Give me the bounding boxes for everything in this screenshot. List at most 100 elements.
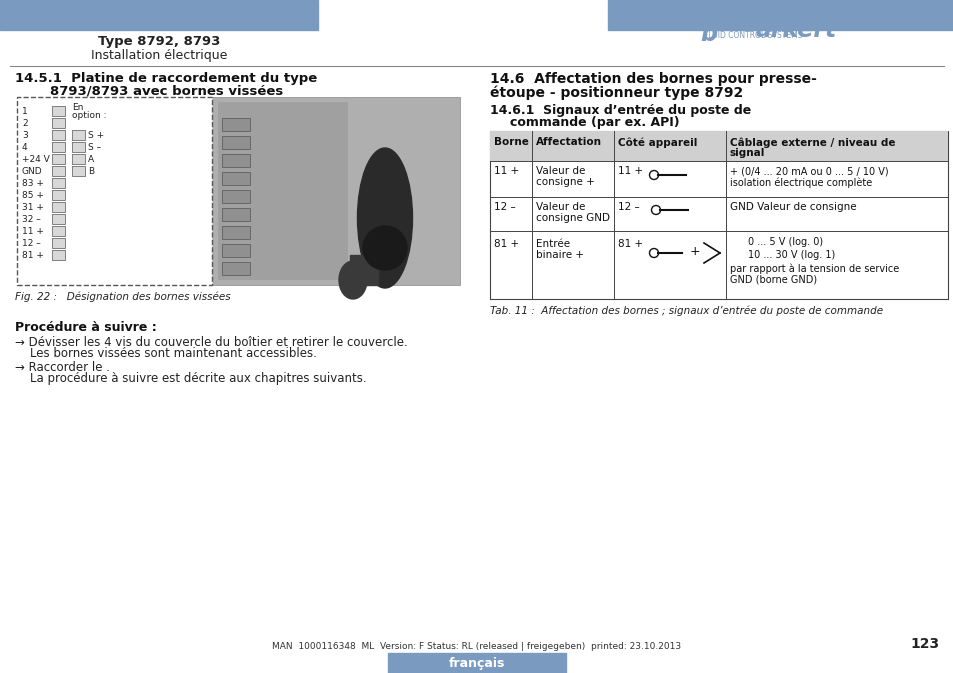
Bar <box>71 142 85 152</box>
Text: La procédure à suivre est décrite aux chapitres suivants.: La procédure à suivre est décrite aux ch… <box>15 372 366 385</box>
Text: Valeur de: Valeur de <box>536 166 585 176</box>
Text: Installation électrique: Installation électrique <box>91 49 227 62</box>
Bar <box>52 178 65 188</box>
Text: consigne +: consigne + <box>536 177 594 187</box>
Text: 1: 1 <box>22 106 28 116</box>
Text: binaire +: binaire + <box>536 250 583 260</box>
Text: 81 +: 81 + <box>494 239 518 249</box>
Text: b: b <box>700 22 716 46</box>
Text: option :: option : <box>71 110 107 120</box>
Bar <box>222 172 250 185</box>
Text: → Raccorder le .: → Raccorder le . <box>15 361 110 374</box>
Text: Câblage externe / niveau de: Câblage externe / niveau de <box>729 137 895 147</box>
Text: Borne: Borne <box>494 137 528 147</box>
Bar <box>222 118 250 131</box>
Ellipse shape <box>338 261 367 299</box>
Text: Affectation: Affectation <box>536 137 601 147</box>
Text: 14.5.1  Platine de raccordement du type: 14.5.1 Platine de raccordement du type <box>15 72 317 85</box>
Text: 11 +: 11 + <box>22 227 44 236</box>
Bar <box>490 131 947 161</box>
Bar <box>222 244 250 257</box>
Text: 12 –: 12 – <box>618 202 639 212</box>
Text: FLUID CONTROL SYSTEMS: FLUID CONTROL SYSTEMS <box>703 31 801 40</box>
Text: commande (par ex. API): commande (par ex. API) <box>510 116 679 129</box>
Text: 123: 123 <box>910 637 939 651</box>
Bar <box>71 166 85 176</box>
Text: Côté appareil: Côté appareil <box>618 137 697 147</box>
Text: 83 +: 83 + <box>22 178 44 188</box>
Bar <box>222 154 250 167</box>
Bar <box>52 154 65 164</box>
Text: Procédure à suivre :: Procédure à suivre : <box>15 321 156 334</box>
Text: B: B <box>88 166 94 176</box>
Bar <box>222 208 250 221</box>
Text: GND: GND <box>22 166 43 176</box>
Bar <box>52 118 65 128</box>
Text: 14.6.1  Signaux d’entrée du poste de: 14.6.1 Signaux d’entrée du poste de <box>490 104 750 117</box>
Bar <box>212 97 459 285</box>
Text: 4: 4 <box>22 143 28 151</box>
Bar <box>17 97 212 285</box>
Text: 14.6  Affectation des bornes pour presse-: 14.6 Affectation des bornes pour presse- <box>490 72 816 86</box>
Bar <box>52 226 65 236</box>
Text: étoupe - positionneur type 8792: étoupe - positionneur type 8792 <box>490 86 742 100</box>
Text: 31 +: 31 + <box>22 203 44 211</box>
Bar <box>711 14 720 18</box>
Ellipse shape <box>363 226 407 270</box>
Text: 85 +: 85 + <box>22 190 44 199</box>
Bar <box>71 154 85 164</box>
Circle shape <box>649 248 658 258</box>
Text: 11 +: 11 + <box>494 166 518 176</box>
Text: GND Valeur de consigne: GND Valeur de consigne <box>729 202 856 212</box>
Bar <box>52 166 65 176</box>
Text: → Dévisser les 4 vis du couvercle du boîtier et retirer le couvercle.: → Dévisser les 4 vis du couvercle du boî… <box>15 336 407 349</box>
Bar <box>52 202 65 212</box>
Bar <box>52 106 65 116</box>
Text: Tab. 11 :  Affectation des bornes ; signaux d’entrée du poste de commande: Tab. 11 : Affectation des bornes ; signa… <box>490 305 882 316</box>
Bar <box>0 0 317 30</box>
Bar <box>735 14 743 18</box>
Bar <box>222 190 250 203</box>
Text: A: A <box>88 155 94 164</box>
Bar <box>52 250 65 260</box>
Circle shape <box>649 170 658 180</box>
Text: français: français <box>448 656 505 670</box>
Text: GND (borne GND): GND (borne GND) <box>729 275 817 285</box>
Text: 81 +: 81 + <box>22 250 44 260</box>
Text: S –: S – <box>88 143 101 151</box>
Bar <box>52 130 65 140</box>
Text: 8793/8793 avec bornes vissées: 8793/8793 avec bornes vissées <box>50 85 283 98</box>
Text: +: + <box>689 245 700 258</box>
Text: signal: signal <box>729 148 764 158</box>
Text: ürkert: ürkert <box>754 18 837 42</box>
Ellipse shape <box>357 148 412 288</box>
Bar <box>222 136 250 149</box>
Text: Entrée: Entrée <box>536 239 570 249</box>
Text: +24 V: +24 V <box>22 155 50 164</box>
Text: 11 +: 11 + <box>618 166 642 176</box>
Text: par rapport à la tension de service: par rapport à la tension de service <box>729 264 899 275</box>
Text: Les bornes vissées sont maintenant accessibles.: Les bornes vissées sont maintenant acces… <box>15 347 316 360</box>
Bar <box>222 262 250 275</box>
Bar <box>222 226 250 239</box>
Text: 0 ... 5 V (log. 0): 0 ... 5 V (log. 0) <box>747 237 822 247</box>
Text: 12 –: 12 – <box>22 238 41 248</box>
Bar <box>71 130 85 140</box>
Text: Fig. 22 :   Désignation des bornes vissées: Fig. 22 : Désignation des bornes vissées <box>15 291 231 302</box>
Text: Valeur de: Valeur de <box>536 202 585 212</box>
Bar <box>350 255 377 285</box>
Text: 10 ... 30 V (log. 1): 10 ... 30 V (log. 1) <box>747 250 835 260</box>
Text: MAN  1000116348  ML  Version: F Status: RL (released | freigegeben)  printed: 23: MAN 1000116348 ML Version: F Status: RL … <box>273 642 680 651</box>
Circle shape <box>651 205 659 215</box>
Bar <box>723 14 731 18</box>
Bar <box>52 214 65 224</box>
Bar <box>218 102 348 280</box>
Text: 12 –: 12 – <box>494 202 516 212</box>
Bar <box>388 653 565 673</box>
Text: S +: S + <box>88 131 104 139</box>
Text: consigne GND: consigne GND <box>536 213 609 223</box>
Bar <box>52 142 65 152</box>
Text: 3: 3 <box>22 131 28 139</box>
Text: + (0/4 ... 20 mA ou 0 ... 5 / 10 V): + (0/4 ... 20 mA ou 0 ... 5 / 10 V) <box>729 166 887 176</box>
Bar <box>52 238 65 248</box>
